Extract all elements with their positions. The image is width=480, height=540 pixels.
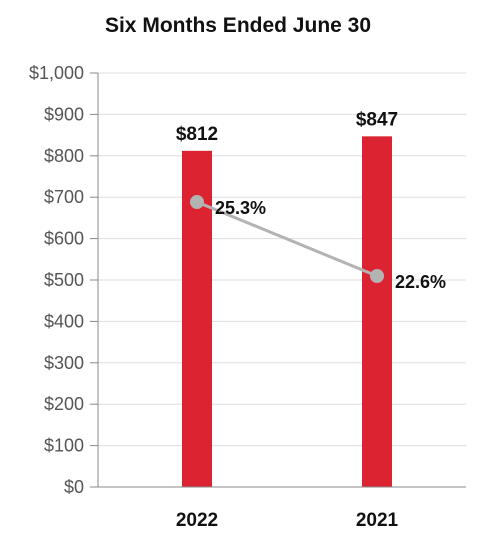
y-tick-label: $0 <box>64 477 84 497</box>
x-tick-label: 2021 <box>356 510 399 531</box>
y-tick-label: $300 <box>44 353 84 373</box>
line-value-label: 25.3% <box>215 198 266 218</box>
x-tick-label: 2022 <box>176 510 218 531</box>
bar-value-label: $847 <box>356 109 398 130</box>
y-tick-label: $1,000 <box>29 63 84 83</box>
chart-title: Six Months Ended June 30 <box>105 14 371 37</box>
y-tick-label: $700 <box>44 187 84 207</box>
y-tick-label: $600 <box>44 229 84 249</box>
line-segment <box>196 200 378 278</box>
line-point <box>190 195 204 209</box>
y-axis: $0 $100 $200 $300 $400 $500 $600 $700 $800 $900 $1… <box>29 63 99 497</box>
line-point <box>370 269 384 283</box>
bar-series: $812 $847 <box>176 109 398 488</box>
bar <box>362 136 392 488</box>
bar-value-label: $812 <box>176 124 218 145</box>
y-tick-label: $500 <box>44 270 84 290</box>
x-axis: 2022 2021 <box>98 486 466 531</box>
y-tick-label: $100 <box>44 436 84 456</box>
line-series: 25.3% 22.6% <box>190 195 446 292</box>
y-tick-label: $200 <box>44 394 84 414</box>
y-tick-label: $800 <box>44 146 84 166</box>
y-tick-label: $900 <box>44 104 84 124</box>
y-tick-label: $400 <box>44 311 84 331</box>
line-value-label: 22.6% <box>395 272 446 292</box>
gridlines <box>98 72 466 488</box>
